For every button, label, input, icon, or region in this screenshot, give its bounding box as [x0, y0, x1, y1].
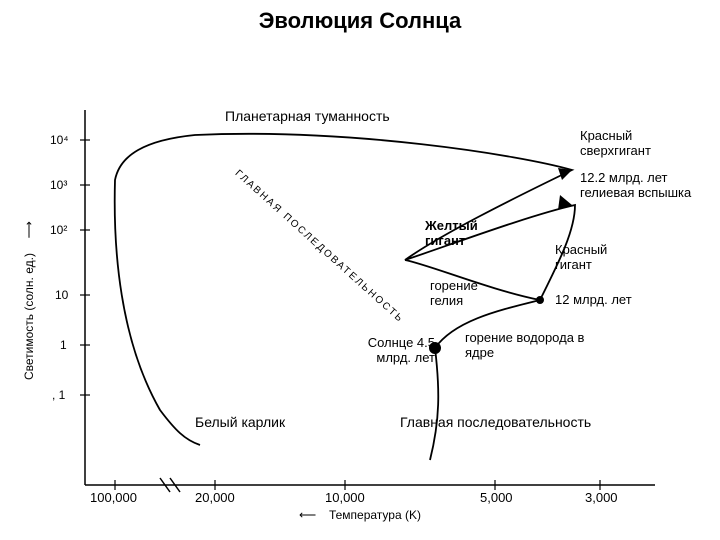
label-planetary-nebula: Планетарная туманность [225, 108, 390, 124]
label-helium-burn: горение гелия [430, 278, 510, 308]
label-white-dwarf: Белый карлик [195, 414, 285, 430]
label-main-sequence: Главная последовательность [400, 414, 591, 430]
label-helium-flash: 12.2 млрд. лет гелиевая вспышка [580, 170, 710, 200]
twelve-gyr-point [536, 296, 544, 304]
label-red-giant: Красный гигант [555, 242, 635, 272]
label-sun-now: Солнце 4.5 млрд. лет [335, 335, 435, 365]
label-yellow-giant: Желтый гигант [425, 218, 505, 248]
label-hydrogen-burn: горение водорода в ядре [465, 330, 615, 360]
label-red-supergiant: Красный сверхгигант [580, 128, 700, 158]
label-twelve-gyr: 12 млрд. лет [555, 292, 632, 307]
arrowhead-icon [558, 168, 572, 180]
